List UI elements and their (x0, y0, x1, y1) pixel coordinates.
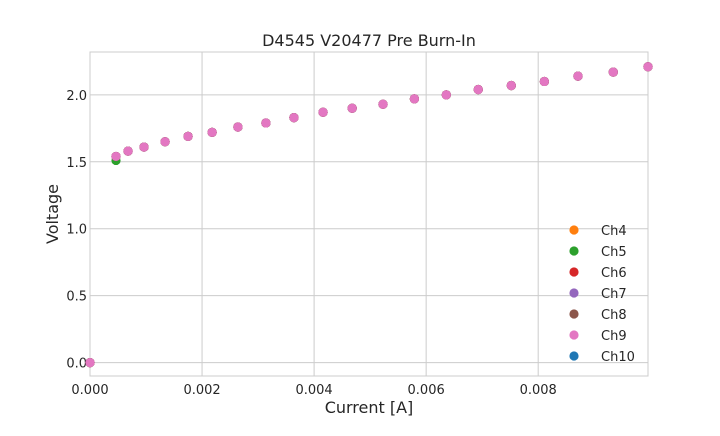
data-point (160, 137, 170, 147)
x-tick-label: 0.006 (408, 383, 445, 398)
y-tick-labels: 0.0 0.5 1.0 1.5 2.0 (66, 89, 87, 372)
legend-label: Ch4 (601, 224, 627, 239)
x-tick-label: 0.008 (520, 383, 557, 398)
legend-marker (569, 330, 579, 340)
legend: Ch4 Ch5 Ch6 Ch7 Ch8 Ch9 Ch10 (569, 224, 635, 365)
data-point (289, 113, 299, 123)
data-point (183, 131, 193, 141)
series-ch9 (85, 62, 653, 368)
plot-frame (89, 51, 649, 377)
data-point (643, 62, 653, 72)
legend-label: Ch6 (601, 266, 627, 281)
data-point (318, 107, 328, 117)
y-tick-label: 0.5 (66, 290, 87, 305)
legend-marker (569, 309, 579, 319)
legend-label: Ch10 (601, 350, 635, 365)
x-axis-label: Current [A] (325, 398, 414, 417)
legend-marker (569, 246, 579, 256)
y-tick-label: 2.0 (66, 89, 87, 104)
y-tick-label: 1.5 (66, 156, 87, 171)
data-point (261, 118, 271, 128)
data-point (573, 71, 583, 81)
legend-marker (569, 225, 579, 235)
y-tick-label: 1.0 (66, 223, 87, 238)
y-axis-label: Voltage (43, 184, 62, 244)
legend-marker (569, 267, 579, 277)
data-points (85, 62, 653, 368)
data-point (441, 90, 451, 100)
x-tick-label: 0.000 (71, 383, 108, 398)
chart-title: D4545 V20477 Pre Burn-In (262, 31, 476, 50)
series-ch7 (85, 62, 653, 368)
series-ch10 (85, 62, 653, 368)
data-point (378, 99, 388, 109)
y-tick-label: 0.0 (66, 357, 87, 372)
data-point (347, 103, 357, 113)
legend-item-ch9: Ch9 (569, 329, 627, 344)
legend-item-ch5: Ch5 (569, 245, 627, 260)
legend-label: Ch5 (601, 245, 627, 260)
data-point (473, 84, 483, 95)
legend-marker (569, 288, 579, 298)
legend-item-ch6: Ch6 (569, 266, 627, 281)
data-point (111, 151, 121, 162)
x-tick-label: 0.004 (295, 383, 332, 398)
series-ch6 (85, 62, 653, 368)
grid (89, 52, 648, 376)
data-point (539, 76, 549, 87)
data-point (233, 122, 243, 132)
data-point (207, 127, 217, 137)
series-ch4 (85, 62, 653, 368)
data-point (506, 80, 516, 91)
legend-label: Ch9 (601, 329, 627, 344)
legend-item-ch8: Ch8 (569, 308, 627, 323)
data-point (608, 67, 618, 77)
legend-item-ch7: Ch7 (569, 287, 627, 302)
legend-item-ch10: Ch10 (569, 350, 635, 365)
legend-marker (569, 351, 579, 361)
x-tick-labels: 0.000 0.002 0.004 0.006 0.008 (71, 383, 556, 398)
series-ch8 (85, 62, 653, 368)
data-point (85, 358, 95, 368)
legend-label: Ch7 (601, 287, 627, 302)
data-point (409, 94, 419, 104)
data-point (123, 146, 133, 156)
series-ch5 (85, 62, 653, 368)
data-point (139, 142, 149, 152)
legend-item-ch4: Ch4 (569, 224, 627, 239)
x-tick-label: 0.002 (183, 383, 220, 398)
legend-label: Ch8 (601, 308, 627, 323)
